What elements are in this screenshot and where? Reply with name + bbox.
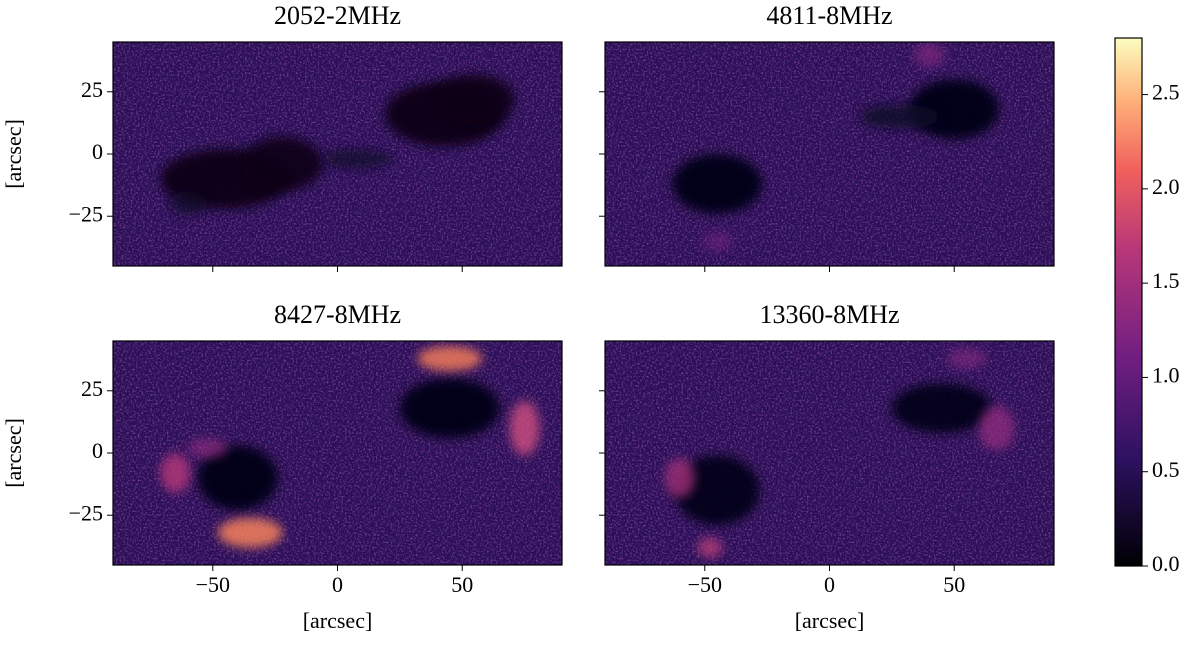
y-tick-label: 25 bbox=[81, 376, 103, 401]
image-feature bbox=[434, 74, 515, 125]
y-tick-label: −25 bbox=[69, 500, 103, 525]
colorbar-tick-label: 2.5 bbox=[1152, 80, 1180, 105]
y-axis-label: [arcsec] bbox=[1, 119, 26, 189]
image-feature bbox=[702, 231, 733, 252]
image-feature bbox=[946, 348, 987, 369]
panel-title: 4811-8MHz bbox=[766, 1, 892, 30]
y-tick-label: 0 bbox=[92, 139, 103, 164]
image-feature bbox=[859, 104, 940, 130]
x-tick-label: −50 bbox=[688, 572, 722, 597]
image-feature bbox=[914, 42, 945, 67]
x-tick-label: 0 bbox=[824, 572, 835, 597]
image bbox=[605, 341, 1054, 565]
x-axis-label: [arcsec] bbox=[795, 608, 865, 633]
panel-title: 13360-8MHz bbox=[759, 300, 899, 329]
image-feature bbox=[909, 79, 1000, 140]
image-feature bbox=[399, 378, 500, 439]
colorbar-tick-label: 2.0 bbox=[1152, 174, 1180, 199]
panel: 4811-8MHz bbox=[599, 1, 1055, 272]
panel-title: 8427-8MHz bbox=[274, 300, 401, 329]
image-noise bbox=[605, 42, 1054, 266]
image-feature bbox=[217, 517, 283, 548]
colorbar-tick-label: 1.5 bbox=[1152, 268, 1180, 293]
x-tick-label: 0 bbox=[332, 572, 343, 597]
image-feature bbox=[509, 400, 540, 456]
image-feature bbox=[417, 345, 483, 371]
colorbar-tick-label: 1.0 bbox=[1152, 362, 1180, 387]
panel: 13360-8MHz −50 0 50 [arcsec] bbox=[599, 300, 1055, 633]
image bbox=[113, 42, 562, 266]
image-feature bbox=[697, 537, 723, 558]
x-axis-label: [arcsec] bbox=[303, 608, 373, 633]
x-tick-label: 50 bbox=[451, 572, 473, 597]
image-feature bbox=[674, 455, 760, 526]
image-noise bbox=[113, 341, 562, 565]
panel-title: 2052-2MHz bbox=[274, 1, 401, 30]
colorbar bbox=[1114, 37, 1143, 567]
image bbox=[113, 341, 562, 565]
colorbar-tick-label: 0.0 bbox=[1152, 551, 1180, 576]
image-feature bbox=[242, 136, 323, 192]
image-feature bbox=[891, 383, 992, 434]
x-tick-label: 50 bbox=[943, 572, 965, 597]
image-feature bbox=[672, 154, 763, 214]
panel: 8427-8MHz −50 0 50 −25 0 25 [arcsec] [arcsec] bbox=[1, 300, 563, 633]
image-feature bbox=[167, 191, 208, 217]
image-feature bbox=[322, 149, 393, 169]
image-feature bbox=[187, 438, 228, 458]
image-noise bbox=[605, 341, 1054, 565]
image-feature bbox=[664, 457, 695, 498]
image-feature bbox=[979, 405, 1015, 451]
y-axis-label: [arcsec] bbox=[1, 418, 26, 488]
image-feature bbox=[160, 453, 191, 493]
x-tick-label: −50 bbox=[196, 572, 230, 597]
colorbar-tick-label: 0.5 bbox=[1152, 457, 1180, 482]
y-tick-label: 0 bbox=[92, 438, 103, 463]
panel: 2052-2MHz −25 0 25 [arcsec] bbox=[1, 1, 563, 272]
image bbox=[605, 42, 1054, 266]
y-tick-label: 25 bbox=[81, 77, 103, 102]
y-tick-label: −25 bbox=[69, 201, 103, 226]
image-feature bbox=[197, 445, 278, 511]
